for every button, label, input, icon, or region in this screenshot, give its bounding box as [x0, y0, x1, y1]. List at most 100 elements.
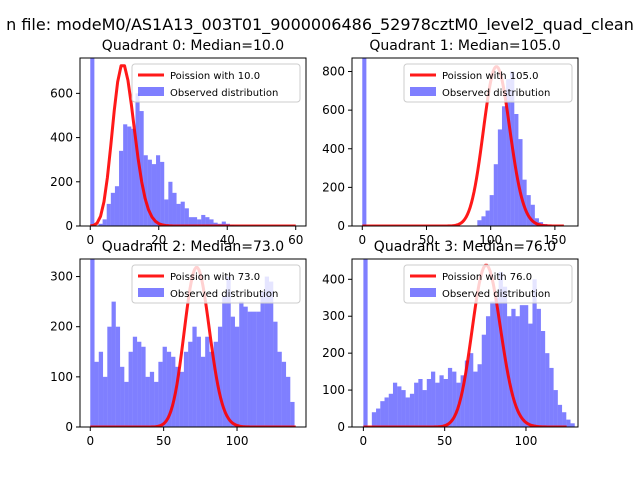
histogram-bar — [506, 79, 511, 226]
subplot-quadrant-1: Quadrant 1: Median=105.0 0 50 100 150 0 200 400… — [322, 38, 579, 247]
poisson-curve — [363, 263, 567, 427]
legend-label-observed: Observed distribution — [442, 88, 550, 99]
histogram-bar — [172, 192, 177, 226]
legend: Poission with 73.0 Observed distribution — [131, 264, 301, 304]
legend-label-observed: Observed distribution — [170, 88, 278, 99]
histogram-bar — [106, 203, 111, 226]
histogram-bar — [452, 371, 457, 427]
histogram-bar — [209, 351, 214, 427]
y-tick-label: 300 — [322, 309, 345, 323]
histogram-bar — [418, 379, 423, 427]
y-axis: 0 200 400 600 — [50, 86, 80, 233]
histogram-bar — [120, 366, 125, 427]
histogram-bar — [90, 259, 95, 427]
x-tick-label: 150 — [543, 233, 566, 247]
histogram-bar — [193, 217, 198, 226]
histogram-bar — [264, 276, 270, 427]
histogram-bar — [114, 186, 120, 226]
histogram-bar — [477, 364, 482, 427]
legend-patch-swatch — [138, 87, 164, 96]
legend-box — [403, 63, 573, 103]
histogram-bar — [485, 210, 490, 226]
x-tick-label: 0 — [360, 434, 368, 448]
subplot-quadrant-3: Quadrant 3: Median=76.0 0 50 100 0 100 200 300 4… — [322, 239, 579, 448]
histogram-bar — [362, 58, 367, 226]
figure-suptitle: n file: modeM0/AS1A13_003T01_9000006486_… — [6, 15, 634, 35]
legend-label-observed: Observed distribution — [442, 289, 550, 300]
histogram-bar — [515, 316, 520, 427]
histogram-bar — [435, 382, 440, 427]
histogram-bar — [260, 291, 265, 427]
y-tick-label: 0 — [65, 420, 73, 434]
histogram-bar — [519, 305, 525, 427]
y-tick-label: 200 — [50, 320, 73, 334]
histogram-bar — [179, 371, 184, 427]
x-axis: 0 50 100 — [360, 427, 537, 448]
legend: Poission with 10.0 Observed distribution — [131, 63, 301, 103]
histogram-bar — [139, 111, 144, 226]
legend-label-poisson: Poission with 73.0 — [170, 272, 260, 283]
histogram-bar — [119, 150, 124, 226]
histogram-bar — [397, 386, 402, 427]
histogram-bar — [540, 331, 546, 427]
poisson-curve — [90, 64, 296, 226]
histogram-bar — [494, 297, 499, 427]
histogram-bar — [388, 393, 393, 427]
histogram-bar — [180, 201, 185, 226]
histogram-bar — [545, 353, 550, 427]
histogram-bar — [162, 346, 167, 427]
y-axis: 0 100 200 300 400 — [322, 272, 352, 434]
histogram-bar — [501, 106, 507, 226]
histogram-bar — [247, 311, 252, 427]
histogram-bar — [481, 334, 486, 427]
x-tick-label: 0 — [86, 434, 94, 448]
x-axis: 0 50 100 150 — [358, 226, 566, 247]
histogram-bar — [469, 353, 474, 427]
histogram-bar — [196, 336, 201, 427]
legend-patch-swatch — [410, 87, 436, 96]
histogram-bar — [213, 222, 218, 226]
histogram-bar — [141, 346, 146, 427]
histogram-bar — [498, 271, 503, 427]
legend: Poission with 76.0 Observed distribution — [403, 264, 573, 304]
x-tick-label: 50 — [419, 233, 434, 247]
histogram-bar — [230, 316, 235, 427]
x-tick-label: 50 — [156, 434, 171, 448]
histogram-bar — [127, 126, 132, 226]
x-axis: 0 20 40 60 — [86, 226, 303, 247]
histogram-bar — [557, 404, 563, 427]
histogram-bar — [98, 351, 104, 427]
histogram-bar — [124, 381, 129, 427]
histogram-bar — [221, 221, 226, 226]
histogram-bar — [154, 381, 159, 427]
histogram-bar — [489, 195, 494, 226]
y-tick-label: 100 — [322, 383, 345, 397]
histogram-bar — [164, 199, 169, 226]
histogram-bar — [213, 341, 218, 427]
histogram-bar — [201, 214, 206, 226]
histogram-bar — [273, 321, 278, 427]
histogram-bar — [128, 351, 133, 427]
y-tick-label: 200 — [322, 346, 345, 360]
histogram-bar — [175, 366, 180, 427]
x-axis: 0 50 100 — [86, 427, 248, 448]
histogram-bar — [94, 361, 99, 427]
x-tick-label: 40 — [220, 233, 235, 247]
histogram-bar — [566, 419, 571, 427]
histogram-bar — [553, 390, 558, 427]
histogram-bar — [143, 155, 148, 226]
histogram-bar — [507, 316, 512, 427]
legend-box — [131, 63, 301, 103]
histogram-bar — [528, 323, 533, 427]
histogram-bar — [205, 217, 210, 226]
histogram-bar — [217, 326, 223, 427]
histogram-bar — [183, 351, 189, 427]
histogram-bar — [536, 308, 541, 427]
x-tick-label: 50 — [437, 434, 452, 448]
x-tick-label: 0 — [358, 233, 366, 247]
y-tick-label: 400 — [322, 142, 345, 156]
x-tick-label: 100 — [226, 434, 249, 448]
histogram-bar — [409, 393, 415, 427]
legend-box — [131, 264, 301, 304]
histogram-bar — [562, 412, 567, 427]
